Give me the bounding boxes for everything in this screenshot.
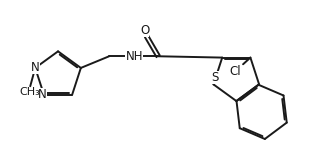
- Text: NH: NH: [125, 50, 143, 63]
- Text: N: N: [38, 88, 47, 101]
- Text: O: O: [140, 24, 150, 37]
- Text: S: S: [211, 71, 219, 84]
- Text: Cl: Cl: [229, 65, 241, 78]
- Text: N: N: [31, 61, 40, 74]
- Text: CH₃: CH₃: [20, 87, 41, 97]
